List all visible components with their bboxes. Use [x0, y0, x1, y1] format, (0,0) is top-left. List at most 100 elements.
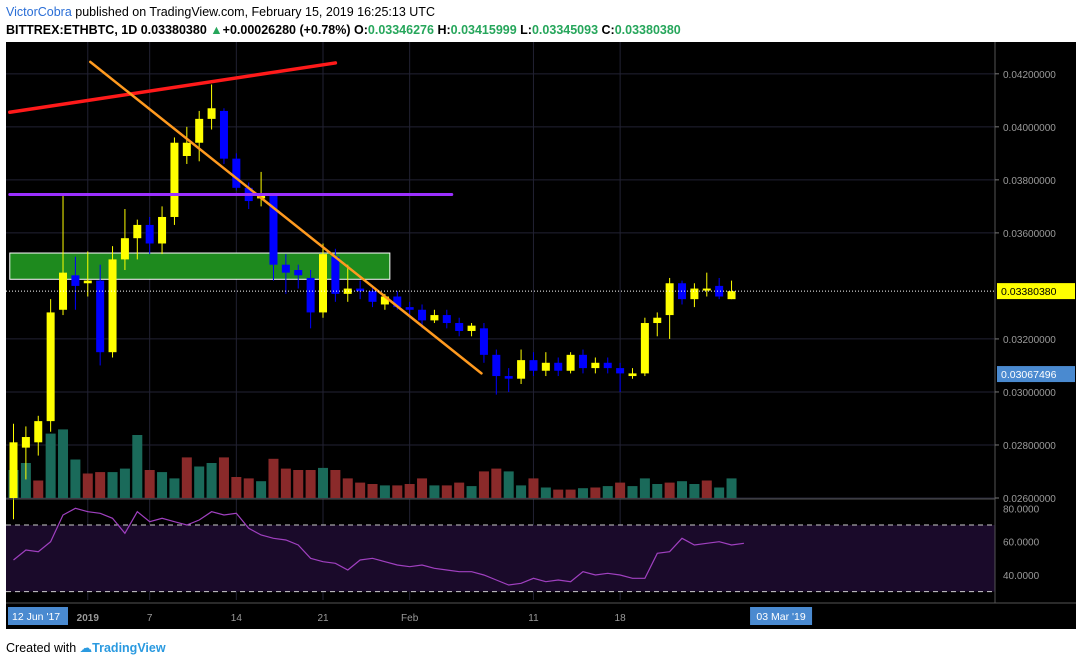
symbol-label: BITTREX:ETHBTC, 1D — [6, 23, 138, 37]
volume-bar — [664, 482, 675, 498]
candle-body — [170, 142, 179, 217]
volume-bar — [701, 480, 712, 498]
volume-bars — [8, 429, 737, 498]
candle-body — [442, 315, 451, 324]
candle-body — [133, 224, 142, 239]
price-tick-label: 0.02600000 — [1003, 494, 1056, 505]
candle-body — [158, 216, 167, 244]
volume-bar — [726, 478, 737, 498]
close-label: C: — [601, 23, 615, 37]
axes: 0.04200000 0.04000000 0.03800000 0.03600000… — [6, 42, 1076, 628]
volume-bar — [590, 487, 601, 498]
volume-bar — [144, 470, 155, 498]
volume-bar — [330, 470, 341, 498]
tradingview-brand[interactable]: TradingView — [92, 641, 166, 655]
candle-body — [504, 376, 513, 379]
volume-bar — [305, 470, 316, 498]
close-value: 0.03380380 — [614, 23, 681, 37]
price-axis-bg — [995, 42, 1076, 600]
candle-body — [306, 277, 315, 313]
volume-bar — [107, 472, 118, 498]
candle-body — [319, 254, 327, 313]
volume-bar — [58, 429, 69, 498]
volume-bar — [516, 485, 527, 498]
candle-body — [591, 362, 600, 369]
volume-bar — [689, 484, 700, 498]
open-label: O: — [354, 23, 368, 37]
volume-bar — [95, 472, 106, 498]
created-with-text: Created with — [6, 641, 77, 655]
volume-bar — [119, 468, 130, 498]
candle-body — [207, 108, 216, 119]
candle-body — [269, 195, 278, 265]
candle-body — [430, 315, 439, 321]
volume-bar — [379, 485, 390, 498]
author-name[interactable]: VictorCobra — [6, 5, 72, 19]
candle-body — [578, 354, 587, 369]
candle-body — [34, 421, 43, 443]
candle-body — [455, 323, 464, 331]
open-value: 0.03346276 — [367, 23, 434, 37]
high-value: 0.03415999 — [450, 23, 517, 37]
volume-bar — [491, 468, 502, 498]
candle-body — [83, 280, 92, 284]
candle-body — [219, 110, 228, 159]
volume-bar — [293, 470, 304, 498]
low-value: 0.03345093 — [531, 23, 599, 37]
candle-body — [640, 323, 649, 374]
rsi-tick-label: 60.0000 — [1003, 538, 1040, 549]
candle-body — [405, 307, 414, 310]
candle-body — [120, 238, 129, 260]
volume-bar — [429, 485, 440, 498]
volume-bar — [639, 478, 650, 498]
candle-body — [467, 325, 476, 331]
candle-body — [554, 362, 563, 371]
volume-bar — [577, 488, 588, 498]
volume-bar — [256, 481, 267, 498]
candle-body — [96, 280, 105, 353]
candle-body — [71, 275, 80, 286]
volume-bar — [540, 487, 551, 498]
candle-body — [380, 296, 389, 305]
orange-trend-line — [89, 60, 483, 375]
publish-info: VictorCobra published on TradingView.com… — [6, 5, 435, 19]
candle-body — [281, 264, 290, 273]
time-tick-label: 11 — [528, 613, 539, 624]
candle-body — [479, 328, 488, 355]
candle-body — [195, 118, 204, 143]
candle-body — [541, 362, 550, 371]
start-date-label-bg — [8, 607, 68, 625]
candle-body — [294, 270, 303, 276]
candle-body — [108, 259, 117, 353]
volume-bar — [417, 478, 428, 498]
candle-body — [393, 296, 402, 308]
candle-body — [232, 158, 241, 188]
volume-bar — [478, 471, 489, 498]
volume-bar — [268, 458, 279, 498]
candle-body — [715, 285, 724, 297]
rsi-band — [6, 525, 995, 592]
candle-body — [9, 442, 18, 498]
volume-bar — [33, 480, 44, 498]
candle-body — [727, 291, 736, 300]
candle-body — [678, 283, 687, 300]
volume-bar — [169, 478, 180, 498]
volume-bar — [318, 467, 328, 498]
current-price-label: 0.03380380 — [1001, 286, 1057, 298]
low-label: L: — [520, 23, 532, 37]
candle-body — [492, 354, 501, 377]
candle-body — [665, 283, 674, 316]
volume-bar — [82, 473, 93, 498]
volume-bar — [194, 466, 205, 498]
volume-bar — [45, 433, 56, 498]
volume-bar — [404, 484, 415, 498]
price-tick-label: 0.03600000 — [1003, 229, 1056, 240]
candle-body — [628, 373, 637, 377]
high-label: H: — [437, 23, 451, 37]
marked-price-label: 0.03067496 — [1001, 369, 1057, 381]
chart-header: VictorCobra published on TradingView.com… — [6, 4, 1076, 40]
volume-bar — [677, 481, 688, 498]
volume-bar — [565, 489, 576, 498]
volume-bar — [503, 471, 514, 498]
